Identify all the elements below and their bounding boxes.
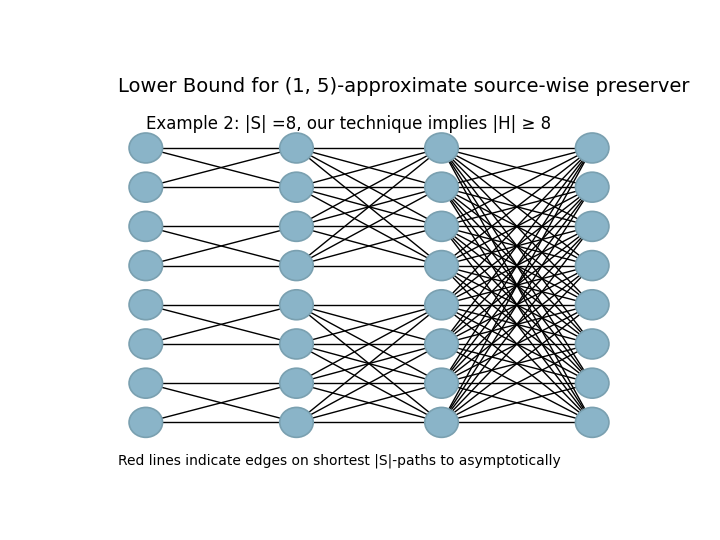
Ellipse shape	[575, 368, 609, 398]
Ellipse shape	[129, 172, 163, 202]
Ellipse shape	[425, 329, 459, 359]
Ellipse shape	[280, 251, 313, 281]
Ellipse shape	[129, 407, 163, 437]
Ellipse shape	[575, 211, 609, 241]
Ellipse shape	[129, 329, 163, 359]
Ellipse shape	[280, 329, 313, 359]
Ellipse shape	[129, 133, 163, 163]
Ellipse shape	[280, 172, 313, 202]
Ellipse shape	[280, 211, 313, 241]
Ellipse shape	[129, 368, 163, 398]
Ellipse shape	[129, 290, 163, 320]
Ellipse shape	[425, 368, 459, 398]
Ellipse shape	[575, 290, 609, 320]
Text: Lower Bound for (1, 5)-approximate source-wise preserver: Lower Bound for (1, 5)-approximate sourc…	[118, 77, 690, 96]
Text: Red lines indicate edges on shortest |S|-paths to asymptotically: Red lines indicate edges on shortest |S|…	[118, 454, 561, 468]
Ellipse shape	[425, 211, 459, 241]
Ellipse shape	[280, 133, 313, 163]
Ellipse shape	[425, 290, 459, 320]
Ellipse shape	[575, 172, 609, 202]
Ellipse shape	[280, 407, 313, 437]
Ellipse shape	[425, 172, 459, 202]
Ellipse shape	[575, 251, 609, 281]
Ellipse shape	[575, 329, 609, 359]
Ellipse shape	[280, 368, 313, 398]
Ellipse shape	[575, 407, 609, 437]
Ellipse shape	[575, 133, 609, 163]
Ellipse shape	[425, 407, 459, 437]
Ellipse shape	[129, 251, 163, 281]
Text: Example 2: |S| =8, our technique implies |H| ≥ 8: Example 2: |S| =8, our technique implies…	[145, 114, 551, 133]
Ellipse shape	[425, 133, 459, 163]
Ellipse shape	[425, 251, 459, 281]
Ellipse shape	[280, 290, 313, 320]
Ellipse shape	[129, 211, 163, 241]
